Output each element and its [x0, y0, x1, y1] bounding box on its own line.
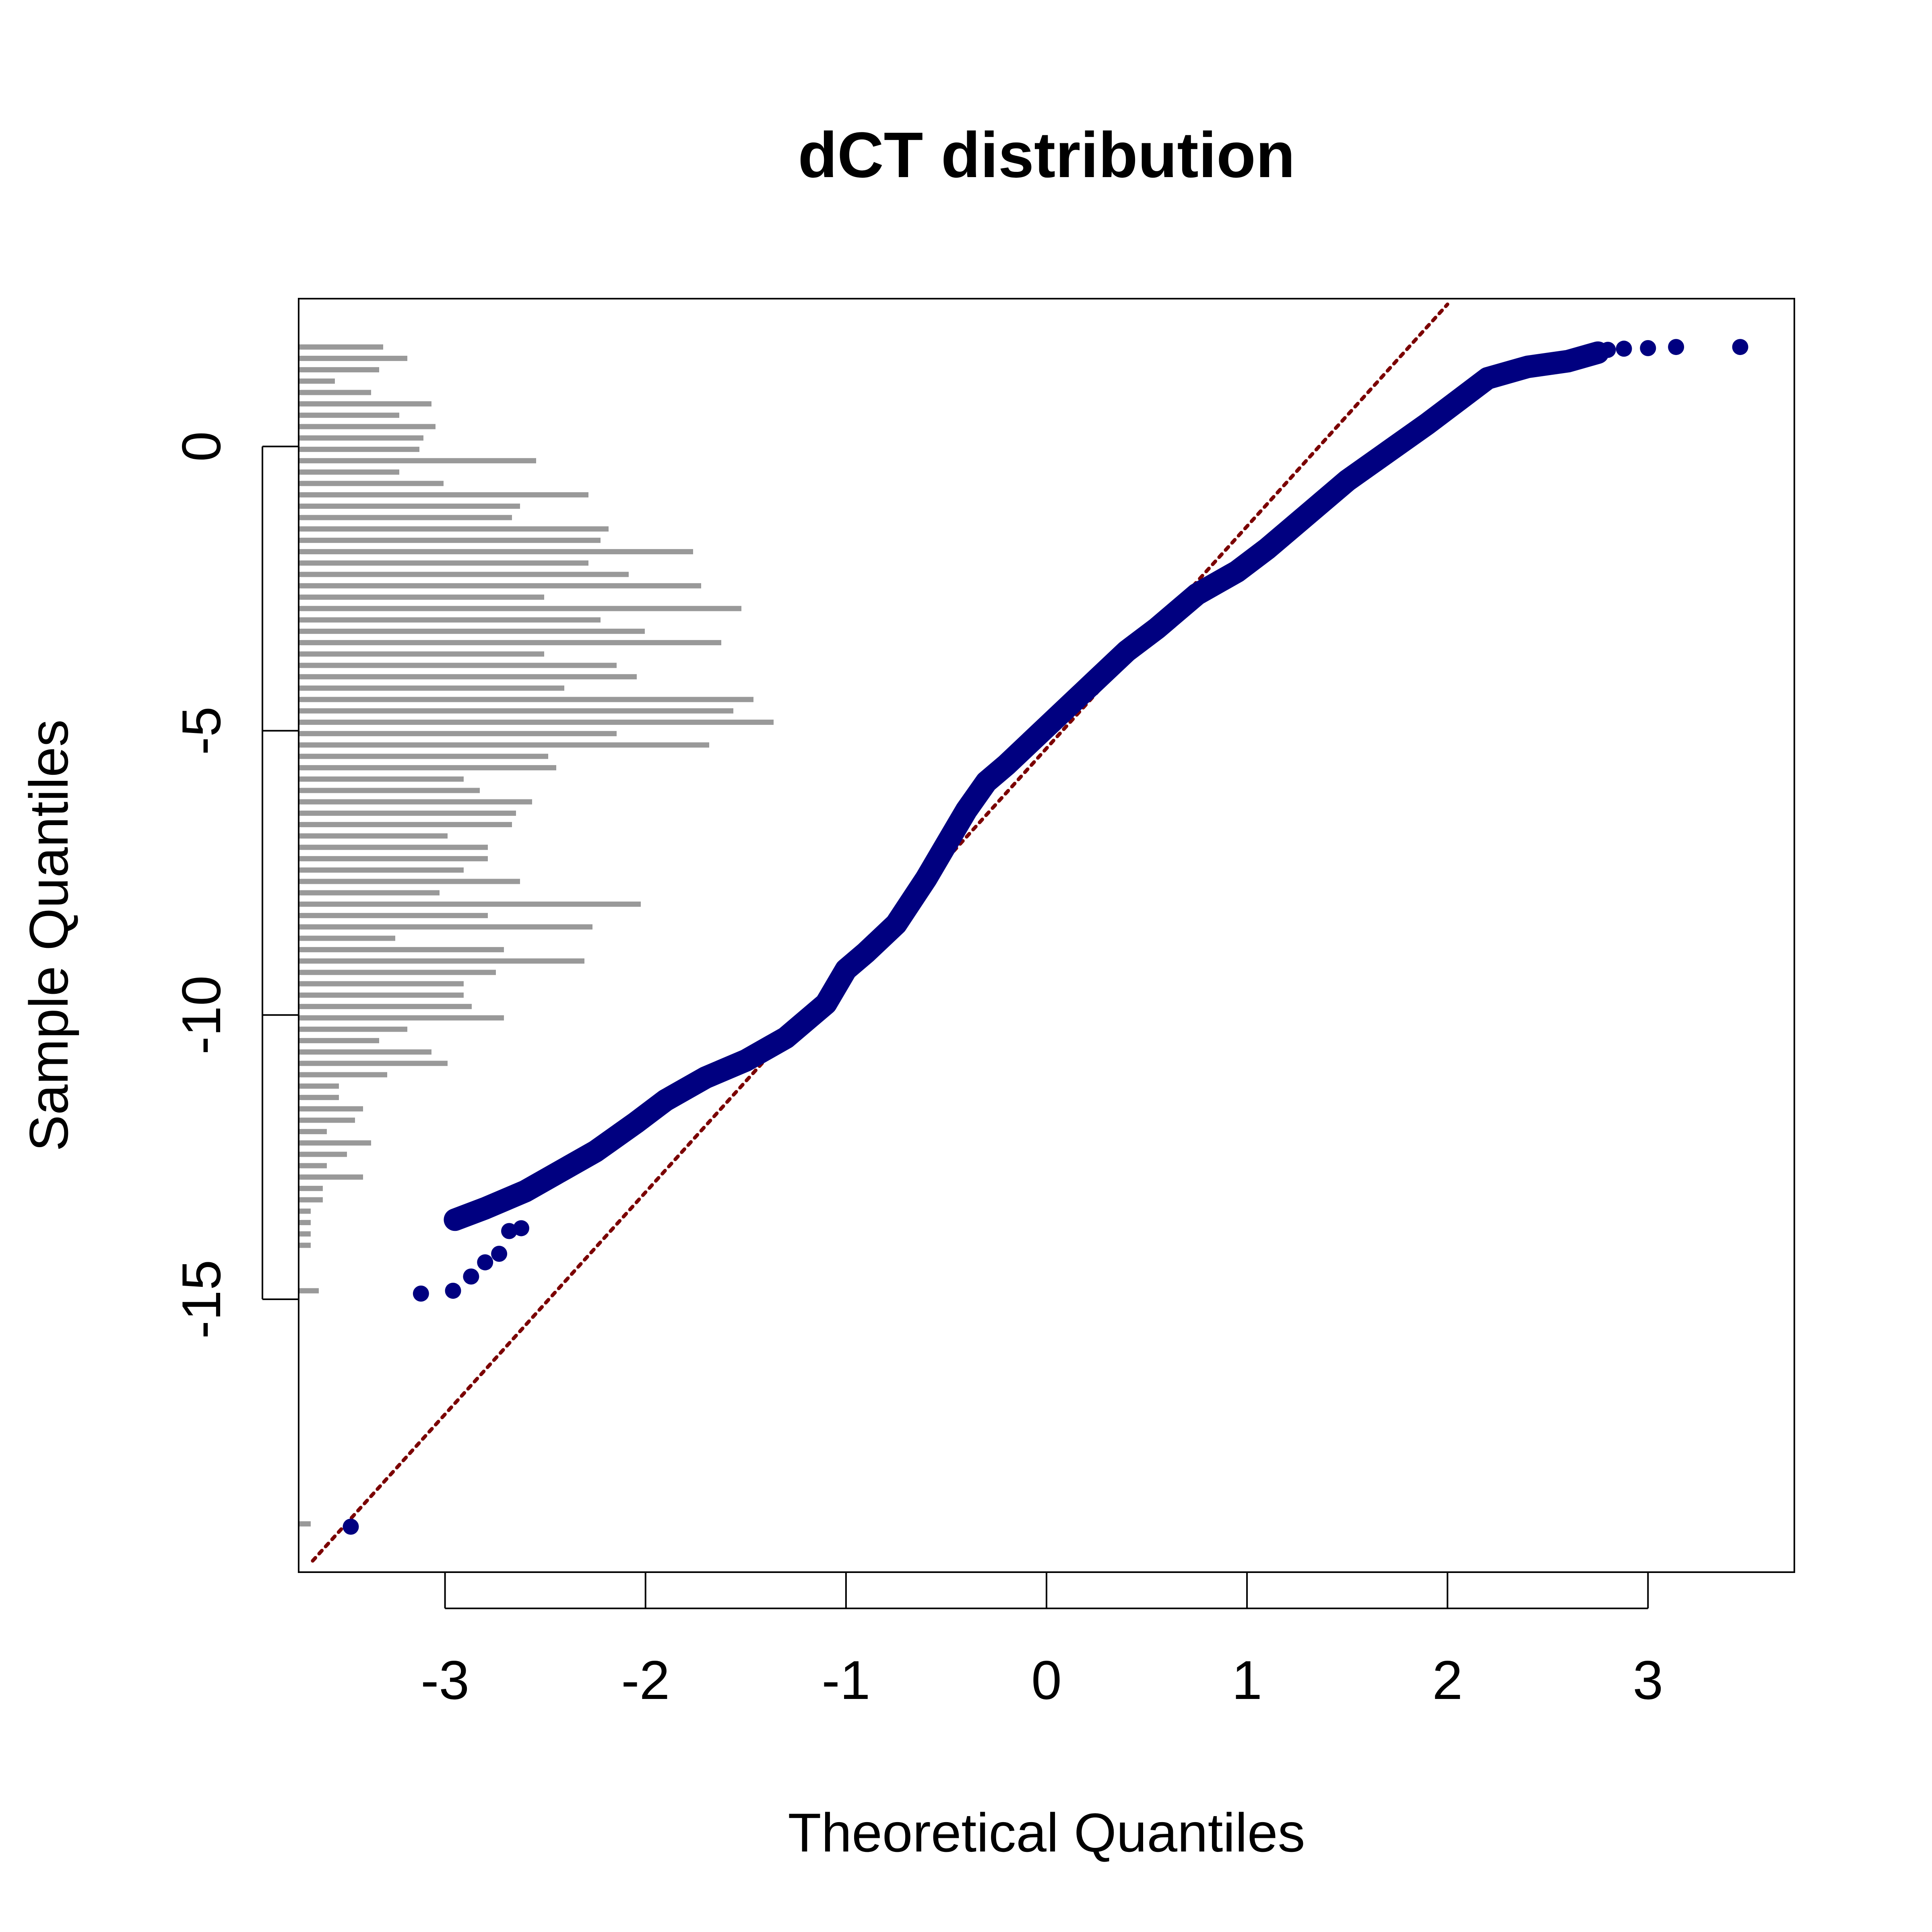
data-point	[491, 1246, 508, 1262]
data-point	[1668, 339, 1684, 355]
data-point	[1732, 339, 1748, 355]
y-tick-label: -15	[171, 1260, 232, 1339]
data-point	[1600, 342, 1616, 358]
x-axis: -3 -2 -1 0 1 2 3	[421, 1572, 1663, 1711]
plot-frame	[298, 298, 1795, 1573]
quantile-curve	[444, 341, 1609, 1231]
histogram	[299, 344, 774, 1527]
reference-line	[311, 302, 1449, 1563]
data-point	[463, 1268, 479, 1285]
data-point	[413, 1285, 429, 1302]
x-tick-label: -2	[621, 1649, 670, 1711]
data-point	[1640, 340, 1656, 356]
y-axis-label: Sample Quantiles	[18, 719, 79, 1151]
data-points	[343, 339, 1748, 1535]
x-tick-label: 1	[1232, 1649, 1262, 1711]
data-point	[343, 1519, 359, 1535]
y-tick-label: -5	[171, 706, 232, 755]
y-tick-label: 0	[171, 431, 232, 462]
x-tick-label: 3	[1633, 1649, 1664, 1711]
x-tick-label: 2	[1432, 1649, 1463, 1711]
y-tick-label: -10	[171, 975, 232, 1055]
x-tick-label: -3	[421, 1649, 469, 1711]
x-axis-label: Theoretical Quantiles	[788, 1802, 1305, 1863]
data-point	[445, 1282, 461, 1299]
data-point	[1616, 341, 1632, 357]
x-tick-label: -1	[822, 1649, 870, 1711]
chart-title: dCT distribution	[798, 119, 1295, 191]
x-tick-label: 0	[1031, 1649, 1062, 1711]
y-axis: -15 -10 -5 0	[171, 431, 299, 1339]
data-point	[501, 1223, 518, 1239]
data-point	[477, 1254, 493, 1271]
data-point	[513, 1220, 529, 1236]
